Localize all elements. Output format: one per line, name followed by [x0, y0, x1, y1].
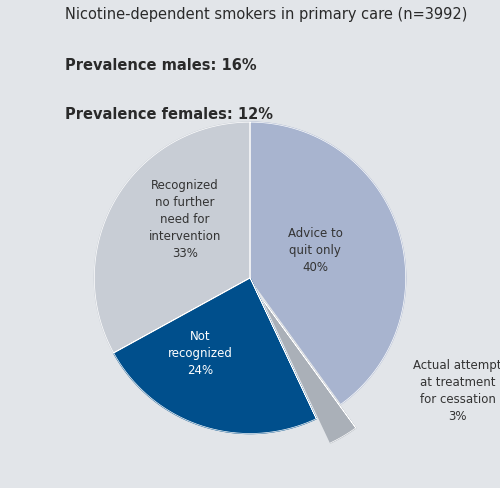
Text: Nicotine-dependent smokers in primary care (n=3992): Nicotine-dependent smokers in primary ca… — [65, 7, 468, 22]
Polygon shape — [250, 123, 406, 404]
Text: Prevalence males: 16%: Prevalence males: 16% — [65, 58, 256, 72]
Text: Recognized
no further
need for
intervention
33%: Recognized no further need for intervent… — [148, 179, 221, 260]
Polygon shape — [264, 303, 356, 443]
Text: Not
recognized
24%: Not recognized 24% — [168, 329, 232, 376]
Text: Actual attempt
at treatment
for cessation
3%: Actual attempt at treatment for cessatio… — [414, 358, 500, 422]
Text: Advice to
quit only
40%: Advice to quit only 40% — [288, 227, 343, 274]
Polygon shape — [94, 123, 250, 353]
Text: Prevalence females: 12%: Prevalence females: 12% — [65, 106, 273, 122]
Polygon shape — [114, 278, 316, 434]
